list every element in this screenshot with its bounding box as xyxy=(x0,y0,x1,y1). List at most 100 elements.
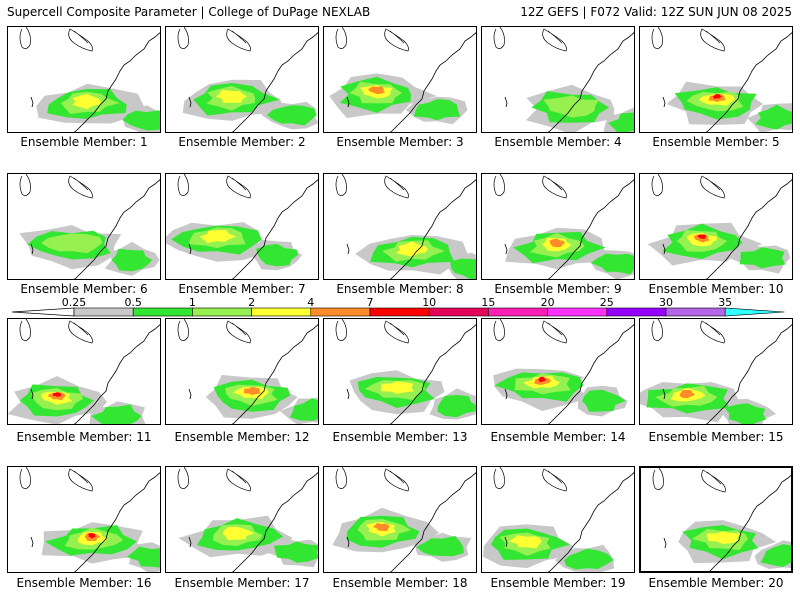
colorbar-segment xyxy=(369,307,430,317)
scp-contour-fill xyxy=(274,541,318,563)
coastline xyxy=(74,472,160,572)
lake-outline xyxy=(504,388,508,400)
scp-contour-fill xyxy=(590,253,634,275)
scp-contour-fill xyxy=(91,404,142,424)
scp-contour-fill xyxy=(52,392,62,397)
lake-outline xyxy=(188,536,192,548)
lake-outline xyxy=(504,243,508,255)
scp-contour-fill xyxy=(416,536,464,557)
ensemble-member-caption: Ensemble Member: 2 xyxy=(178,135,306,149)
lake-outline xyxy=(493,467,505,489)
lake-outline xyxy=(68,28,93,52)
lake-outline xyxy=(19,27,31,49)
coastline xyxy=(548,179,634,279)
colorbar-tick-label: 4 xyxy=(307,296,314,309)
scp-contour-fill xyxy=(72,94,101,110)
ensemble-member-caption: Ensemble Member: 19 xyxy=(490,576,626,590)
lake-outline xyxy=(68,175,93,199)
ensemble-member-map xyxy=(639,318,793,425)
colorbar-tick-label: 20 xyxy=(541,296,555,309)
ensemble-member-caption: Ensemble Member: 5 xyxy=(652,135,780,149)
lake-outline xyxy=(177,27,189,49)
scp-contour-fill xyxy=(122,110,160,131)
ensemble-member-caption: Ensemble Member: 14 xyxy=(490,430,626,444)
ensemble-member-map xyxy=(323,26,477,133)
lake-outline xyxy=(384,468,409,492)
scp-contour-fill xyxy=(538,377,546,382)
colorbar-segment xyxy=(488,307,548,317)
colorbar-segment xyxy=(73,307,134,317)
ensemble-member-caption: Ensemble Member: 10 xyxy=(648,282,784,296)
colorbar-segment xyxy=(192,307,252,317)
ensemble-member-map xyxy=(323,466,477,573)
coastline xyxy=(74,32,160,132)
lake-outline xyxy=(504,536,508,548)
ensemble-member-map xyxy=(165,466,319,573)
lake-outline xyxy=(188,243,192,255)
scp-contour-fill xyxy=(564,548,614,570)
lake-outline xyxy=(68,468,93,492)
ensemble-member-map xyxy=(7,26,161,133)
coastline xyxy=(709,474,791,571)
lake-outline xyxy=(651,174,663,196)
lake-outline xyxy=(384,28,409,52)
ensemble-member-map xyxy=(481,466,635,573)
coastline xyxy=(232,324,318,424)
coastline xyxy=(390,324,476,424)
coastline xyxy=(74,179,160,279)
colorbar-segment xyxy=(428,307,489,317)
colorbar-segment xyxy=(132,307,193,317)
lake-outline xyxy=(504,96,508,108)
colorbar-segment xyxy=(310,307,371,317)
ensemble-member-caption: Ensemble Member: 17 xyxy=(174,576,310,590)
ensemble-member-map xyxy=(165,26,319,133)
coastline xyxy=(232,179,318,279)
scp-contour-fill xyxy=(712,94,722,99)
scp-contour-fill xyxy=(368,86,385,94)
scp-contour-fill xyxy=(679,389,695,399)
lake-outline xyxy=(188,388,192,400)
ensemble-member-caption: Ensemble Member: 13 xyxy=(332,430,468,444)
scp-contour-fill xyxy=(396,241,429,257)
lake-outline xyxy=(335,174,347,196)
lake-outline xyxy=(226,320,251,344)
lake-outline xyxy=(30,536,34,548)
coastline xyxy=(390,472,476,572)
lake-outline xyxy=(542,28,567,52)
coastline xyxy=(232,32,318,132)
lake-outline xyxy=(19,319,31,341)
coastline xyxy=(548,32,634,132)
scp-contour-fill xyxy=(724,403,767,424)
lake-outline xyxy=(19,467,31,489)
lake-outline xyxy=(30,388,34,400)
ensemble-member-caption: Ensemble Member: 15 xyxy=(648,430,784,444)
scp-contour-fill xyxy=(508,535,542,549)
lake-outline xyxy=(346,96,350,108)
ensemble-member-caption: Ensemble Member: 3 xyxy=(336,135,464,149)
colorbar-high-arrow xyxy=(724,307,785,317)
coastline xyxy=(706,32,792,132)
coastline xyxy=(548,472,634,572)
lake-outline xyxy=(700,175,725,199)
lake-outline xyxy=(346,388,350,400)
colorbar-segment xyxy=(251,307,312,317)
ensemble-member-map xyxy=(323,318,477,425)
ensemble-member-map xyxy=(481,318,635,425)
colorbar-tick-label: 30 xyxy=(659,296,673,309)
scp-contour-fill xyxy=(549,238,565,248)
ensemble-member-map xyxy=(165,318,319,425)
scp-contour-fill xyxy=(450,258,476,279)
scp-contour-fill xyxy=(199,230,237,244)
ensemble-member-caption: Ensemble Member: 16 xyxy=(16,576,152,590)
scp-contour-fill xyxy=(289,398,318,421)
ensemble-member-map xyxy=(7,466,161,573)
scp-contour-fill xyxy=(380,381,414,394)
lake-outline xyxy=(700,320,725,344)
ensemble-member-map xyxy=(639,466,793,573)
ensemble-member-map xyxy=(7,173,161,280)
ensemble-member-caption: Ensemble Member: 9 xyxy=(494,282,622,296)
ensemble-member-caption: Ensemble Member: 20 xyxy=(648,576,784,590)
lake-outline xyxy=(226,28,251,52)
scp-contour-fill xyxy=(222,526,255,540)
scp-contour-fill xyxy=(87,533,96,539)
